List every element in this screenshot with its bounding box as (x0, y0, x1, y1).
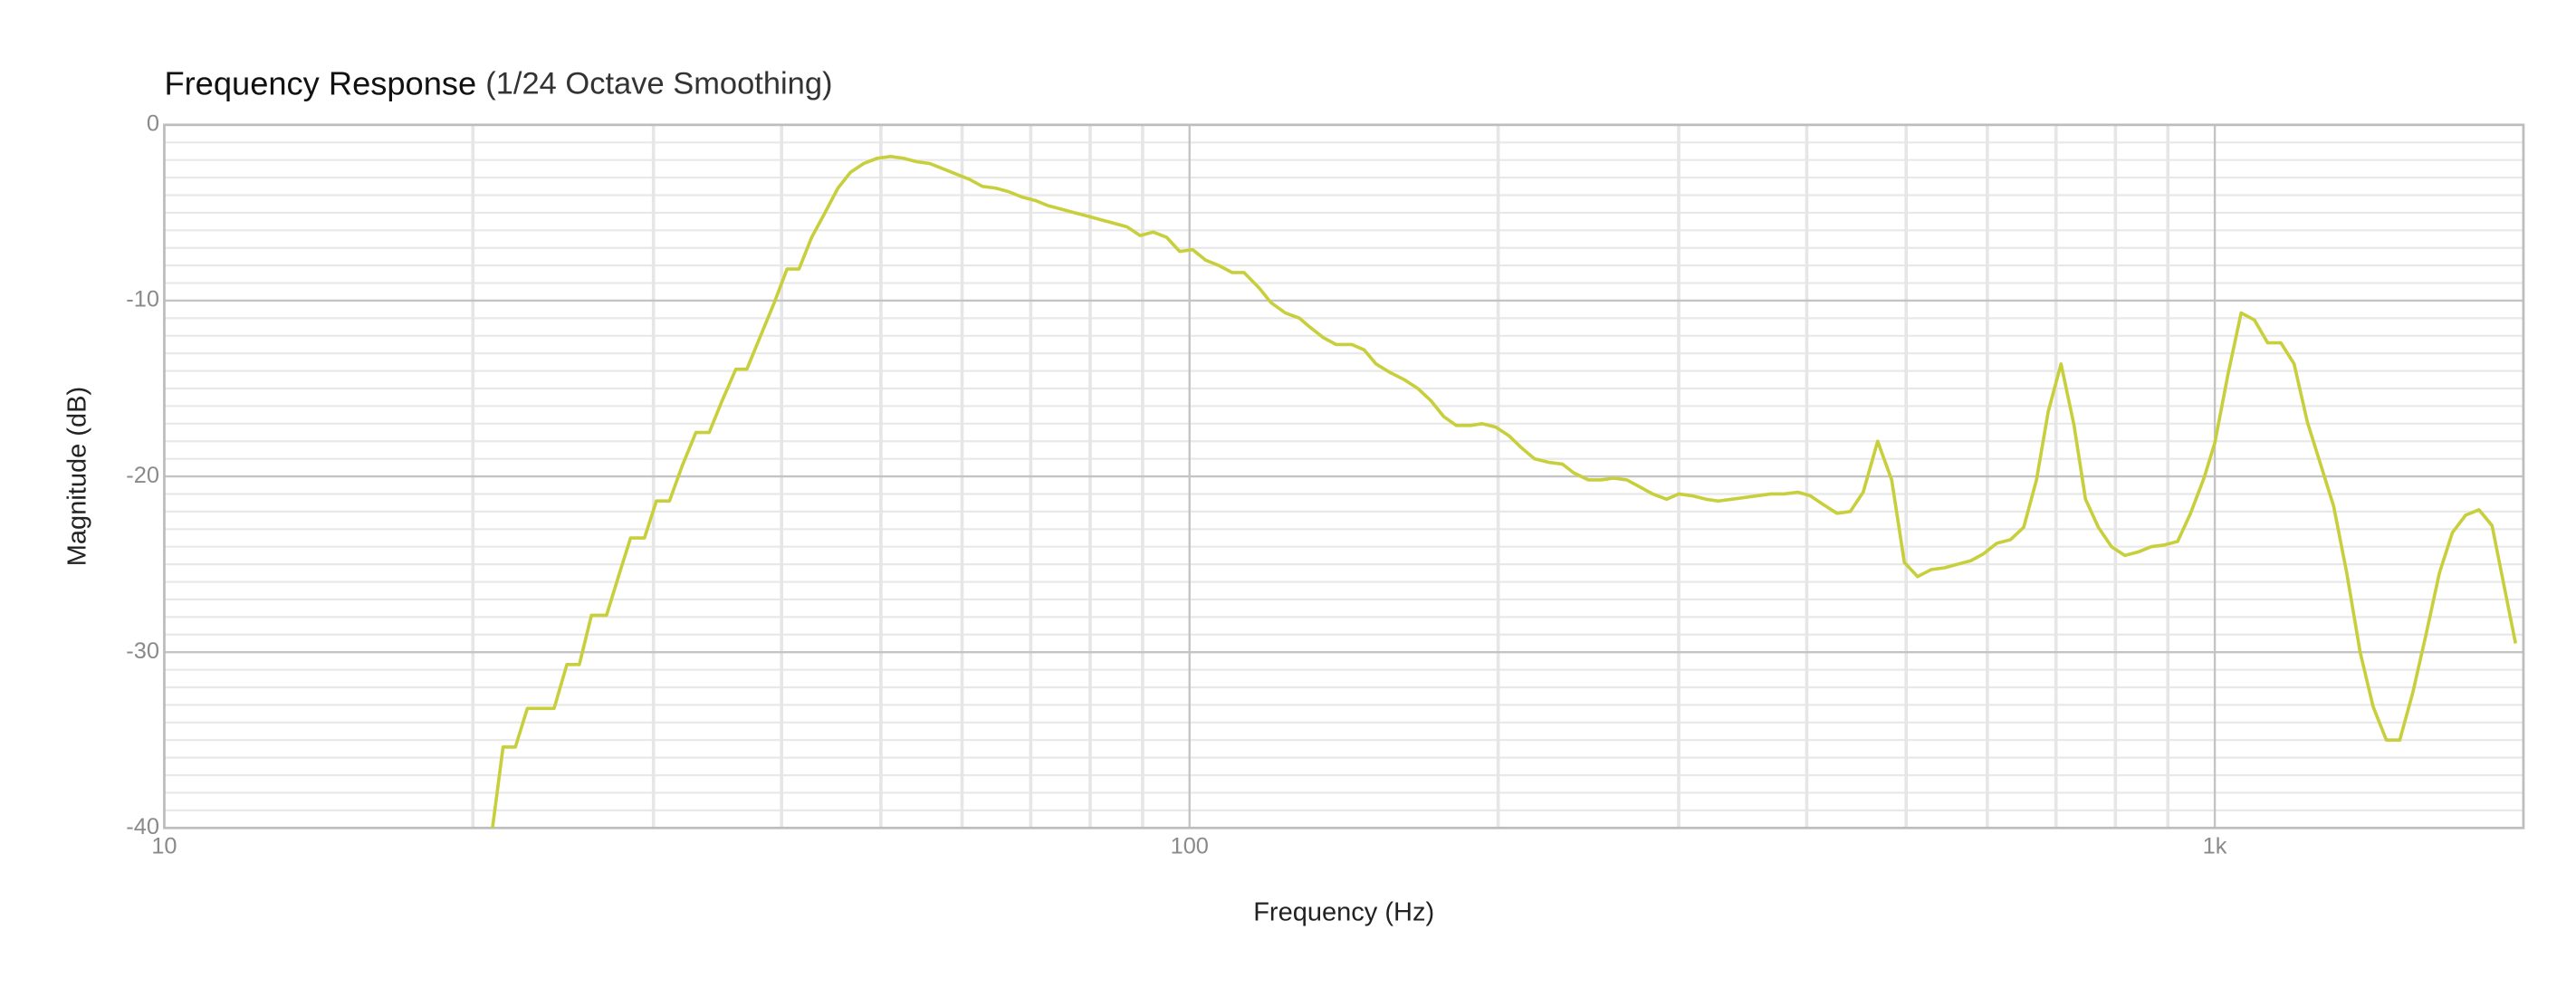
y-tick-label: -40 (126, 814, 159, 839)
chart-title: Frequency Response (1/24 Octave Smoothin… (164, 64, 832, 101)
plot-frame (163, 123, 2525, 830)
y-axis-label: Magnitude (dB) (63, 387, 92, 566)
title: Frequency Response (164, 64, 476, 101)
y-tick-label: 0 (147, 111, 159, 137)
y-tick-label: -10 (126, 287, 159, 312)
response-line (491, 154, 2518, 829)
x-tick-label: 100 (1171, 834, 1209, 859)
x-tick-label: 10 (151, 834, 177, 859)
subtitle: (1/24 Octave Smoothing) (485, 66, 832, 101)
x-axis-label: Frequency (Hz) (1253, 897, 1434, 926)
x-tick-label: 1k (2203, 834, 2227, 859)
y-tick-label: -30 (126, 638, 159, 664)
y-tick-label: -20 (126, 463, 159, 488)
